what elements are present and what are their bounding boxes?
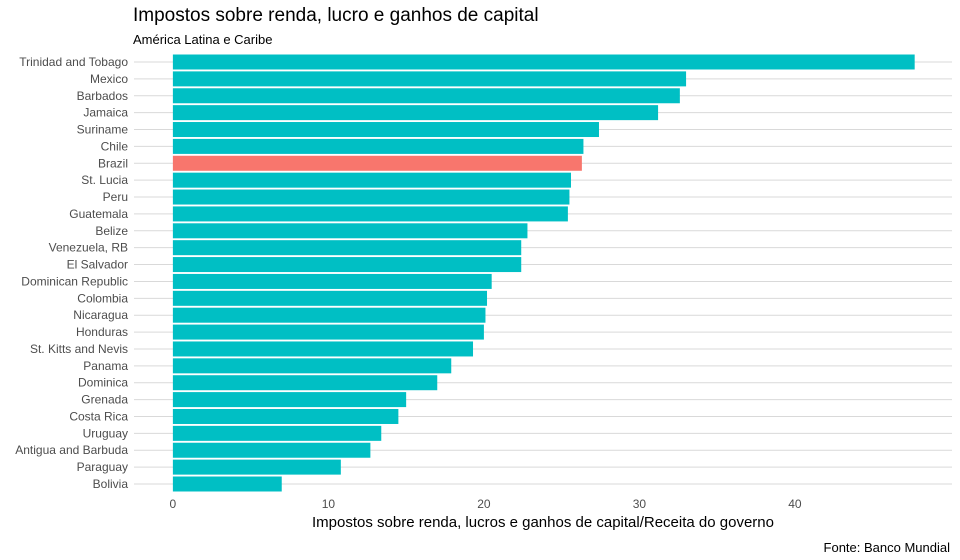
category-label: Suriname [77,123,129,137]
category-label: Guatemala [69,207,128,221]
bar-dominica [172,375,438,391]
category-label: El Salvador [67,258,128,272]
category-label: Uruguay [83,426,128,440]
category-label: Belize [95,224,128,238]
bar-st-lucia [172,172,571,188]
bar-suriname [172,122,599,138]
bar-dominican-republic [172,273,492,289]
bar-costa-rica [172,408,399,424]
bar-uruguay [172,425,382,441]
bar-trinidad-and-tobago [172,54,915,70]
category-label: Grenada [81,393,128,407]
category-label: Bolivia [93,477,129,491]
x-tick-label: 10 [322,497,336,511]
bar-peru [172,189,570,205]
bar-nicaragua [172,307,486,323]
x-axis-ticks: 0 10 20 30 40 [170,497,802,511]
x-tick-label: 40 [788,497,802,511]
category-label: Barbados [77,89,128,103]
bar-jamaica [172,105,659,121]
category-labels: Trinidad and Tobago Mexico Barbados Jamaica… [15,55,128,491]
bar-barbados [172,88,680,104]
chart-title: Impostos sobre renda, lucro e ganhos de … [133,5,539,26]
bar-panama [172,358,452,374]
bar-mexico [172,71,687,87]
bar-bolivia [172,476,282,492]
category-label: Paraguay [77,460,128,474]
bar-venezuela-rb [172,240,522,256]
bar-guatemala [172,206,568,222]
category-label: Panama [83,359,128,373]
bar-st-kitts-and-nevis [172,341,474,357]
bar-brazil [172,155,582,171]
category-label: Costa Rica [69,409,128,423]
category-label: St. Kitts and Nevis [30,342,128,356]
bar-colombia [172,290,488,306]
x-tick-label: 0 [170,497,177,511]
category-label: Peru [103,190,128,204]
bars [172,54,915,492]
category-label: Dominica [78,376,128,390]
bar-paraguay [172,459,341,475]
category-label: Jamaica [83,106,128,120]
category-label: Venezuela, RB [49,241,128,255]
chart-caption: Fonte: Banco Mundial [823,540,950,555]
category-label: St. Lucia [81,173,128,187]
category-label: Mexico [90,72,128,86]
category-label: Antigua and Barbuda [15,443,128,457]
bar-grenada [172,392,407,408]
chart-subtitle: América Latina e Caribe [133,32,273,47]
x-axis-title: Impostos sobre renda, lucros e ganhos de… [312,514,774,531]
bar-chile [172,138,584,154]
bar-el-salvador [172,257,522,273]
x-tick-label: 20 [477,497,491,511]
category-label: Colombia [77,291,128,305]
category-label: Chile [101,139,129,153]
category-label: Honduras [76,325,128,339]
category-label: Dominican Republic [21,274,128,288]
bar-antigua-and-barbuda [172,442,371,458]
category-label: Trinidad and Tobago [19,55,128,69]
bar-belize [172,223,528,239]
category-label: Brazil [98,156,128,170]
bar-honduras [172,324,484,340]
category-label: Nicaragua [73,308,128,322]
x-tick-label: 30 [633,497,647,511]
